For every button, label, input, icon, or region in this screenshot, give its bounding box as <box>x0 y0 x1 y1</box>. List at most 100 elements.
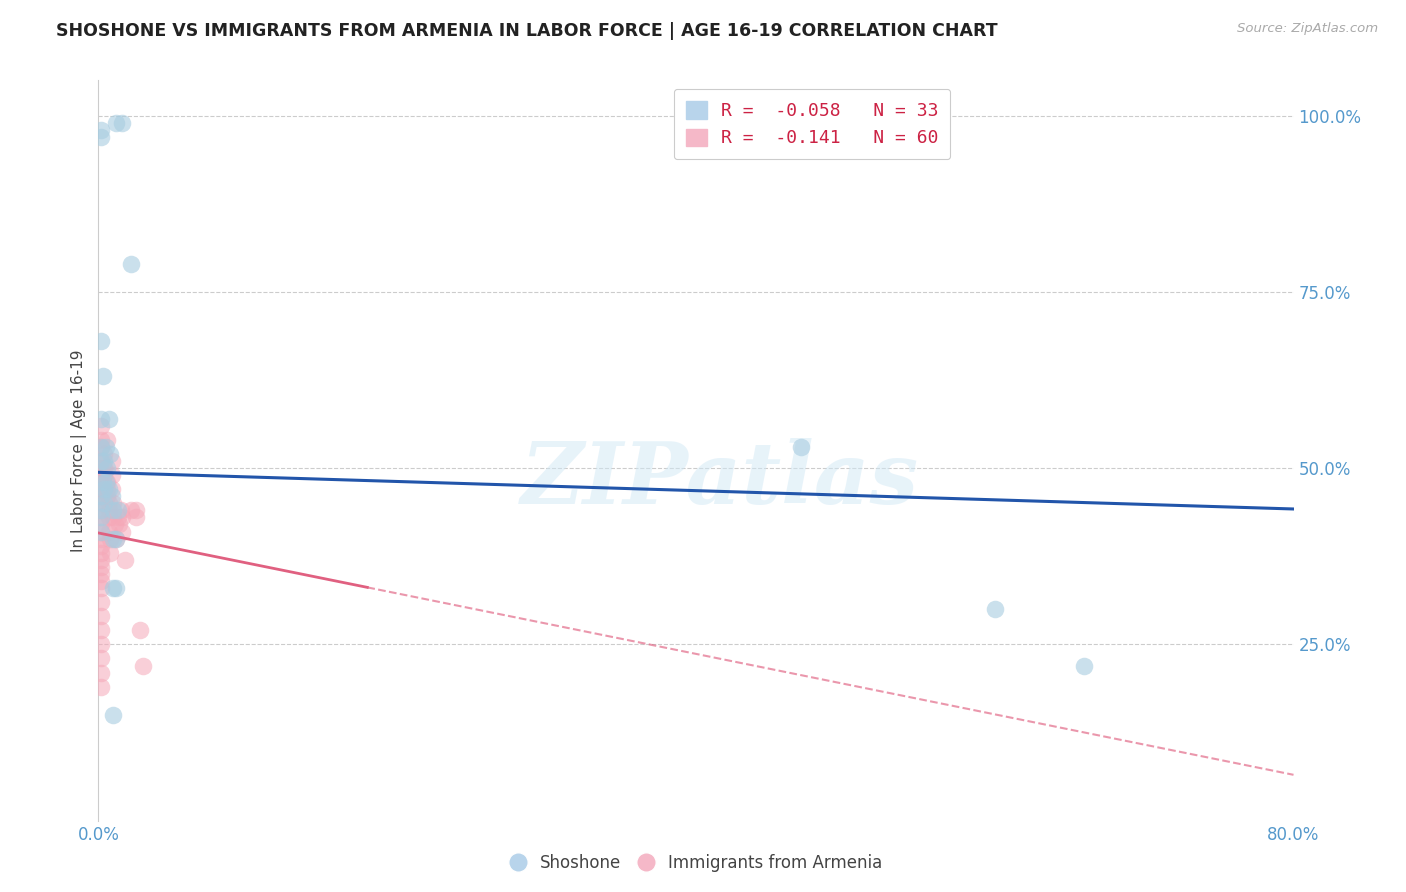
Point <box>90 496 112 510</box>
Point <box>97 503 120 517</box>
Text: SHOSHONE VS IMMIGRANTS FROM ARMENIA IN LABOR FORCE | AGE 16-19 CORRELATION CHART: SHOSHONE VS IMMIGRANTS FROM ARMENIA IN L… <box>56 22 998 40</box>
Point <box>90 433 112 447</box>
Point <box>90 440 112 454</box>
Point <box>125 503 148 517</box>
Point <box>97 496 120 510</box>
Point <box>103 503 125 517</box>
Point <box>91 369 114 384</box>
Point <box>90 524 112 539</box>
Point <box>90 546 112 560</box>
Point <box>93 468 115 483</box>
Point <box>1073 658 1095 673</box>
Point <box>90 574 112 588</box>
Point <box>96 482 118 496</box>
Point <box>96 489 118 503</box>
Point <box>101 489 124 503</box>
Point <box>103 532 125 546</box>
Point <box>97 524 120 539</box>
Point <box>90 510 112 524</box>
Point <box>90 461 112 475</box>
Point <box>103 496 125 510</box>
Point <box>90 637 112 651</box>
Point <box>90 680 112 694</box>
Point <box>90 418 112 433</box>
Point <box>107 510 129 524</box>
Point <box>90 129 112 144</box>
Point <box>108 517 131 532</box>
Point <box>90 595 112 609</box>
Point <box>96 433 118 447</box>
Point <box>96 475 118 490</box>
Point <box>107 503 129 517</box>
Point <box>90 539 112 553</box>
Point <box>120 257 142 271</box>
Point <box>90 665 112 680</box>
Point <box>125 510 148 524</box>
Point <box>90 651 112 665</box>
Point <box>90 532 112 546</box>
Point <box>90 553 112 567</box>
Text: Source: ZipAtlas.com: Source: ZipAtlas.com <box>1237 22 1378 36</box>
Y-axis label: In Labor Force | Age 16-19: In Labor Force | Age 16-19 <box>72 349 87 552</box>
Point <box>90 489 112 503</box>
Legend: Shoshone, Immigrants from Armenia: Shoshone, Immigrants from Armenia <box>503 847 889 879</box>
Point <box>101 482 124 496</box>
Point <box>114 553 136 567</box>
Point <box>90 475 112 490</box>
Point <box>90 489 112 503</box>
Point <box>984 602 1007 616</box>
Point <box>90 122 112 136</box>
Point <box>90 503 112 517</box>
Point <box>93 461 115 475</box>
Point <box>103 581 125 595</box>
Point <box>94 475 117 490</box>
Point <box>90 468 112 483</box>
Point <box>93 496 115 510</box>
Point <box>91 475 114 490</box>
Point <box>97 510 120 524</box>
Point <box>129 624 152 638</box>
Point <box>105 532 128 546</box>
Point <box>90 510 112 524</box>
Point <box>105 115 128 129</box>
Point <box>90 566 112 581</box>
Point <box>90 524 112 539</box>
Point <box>90 454 112 468</box>
Point <box>90 503 112 517</box>
Point <box>132 658 155 673</box>
Text: ZIPatlas: ZIPatlas <box>520 438 920 522</box>
Point <box>90 440 112 454</box>
Point <box>90 482 112 496</box>
Point <box>104 517 127 532</box>
Point <box>97 411 120 425</box>
Point <box>93 482 115 496</box>
Point <box>101 454 124 468</box>
Point <box>100 447 122 461</box>
Point <box>100 532 122 546</box>
Point <box>111 115 134 129</box>
Point <box>100 546 122 560</box>
Point <box>111 524 134 539</box>
Point <box>90 609 112 624</box>
Point <box>90 411 112 425</box>
Point <box>90 581 112 595</box>
Point <box>111 510 134 524</box>
Point <box>93 454 115 468</box>
Point <box>90 624 112 638</box>
Point <box>110 503 132 517</box>
Point <box>101 468 124 483</box>
Point <box>94 440 117 454</box>
Point <box>105 581 128 595</box>
Point <box>120 503 142 517</box>
Point <box>789 440 811 454</box>
Point <box>97 482 120 496</box>
Point <box>96 461 118 475</box>
Point <box>93 447 115 461</box>
Point <box>103 510 125 524</box>
Point <box>105 532 128 546</box>
Point <box>90 334 112 348</box>
Point <box>90 517 112 532</box>
Point <box>90 559 112 574</box>
Point <box>103 707 125 722</box>
Point <box>90 454 112 468</box>
